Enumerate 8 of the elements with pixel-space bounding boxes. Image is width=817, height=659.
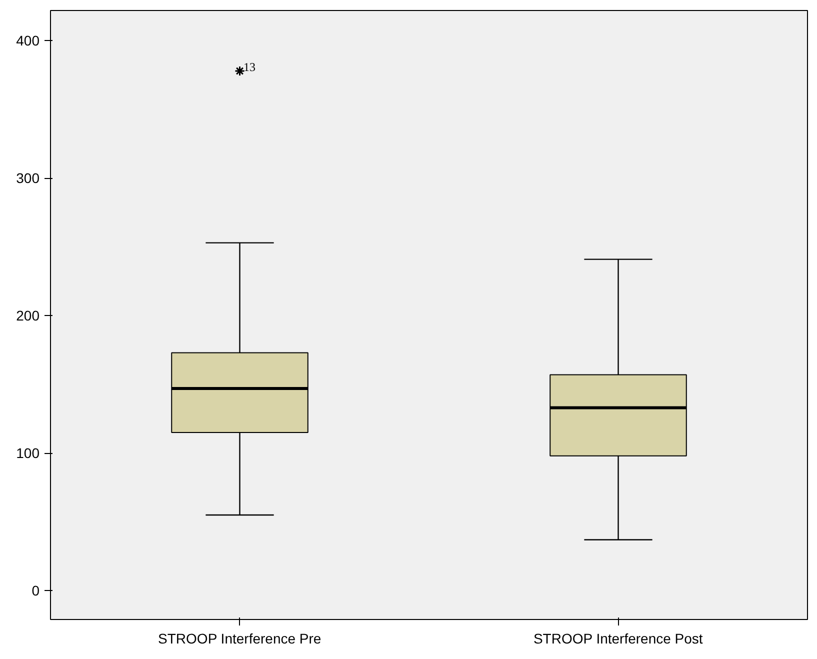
y-tick-label: 200 <box>16 308 40 324</box>
annotation: 13 <box>244 60 256 74</box>
x-tick-label: STROOP Interference Pre <box>158 630 322 646</box>
x-tick-label: STROOP Interference Post <box>533 630 703 646</box>
y-tick-label: 0 <box>32 582 40 599</box>
y-tick-label: 400 <box>16 32 40 49</box>
y-tick-label: 300 <box>16 170 40 186</box>
y-tick-label: 100 <box>16 445 40 462</box>
